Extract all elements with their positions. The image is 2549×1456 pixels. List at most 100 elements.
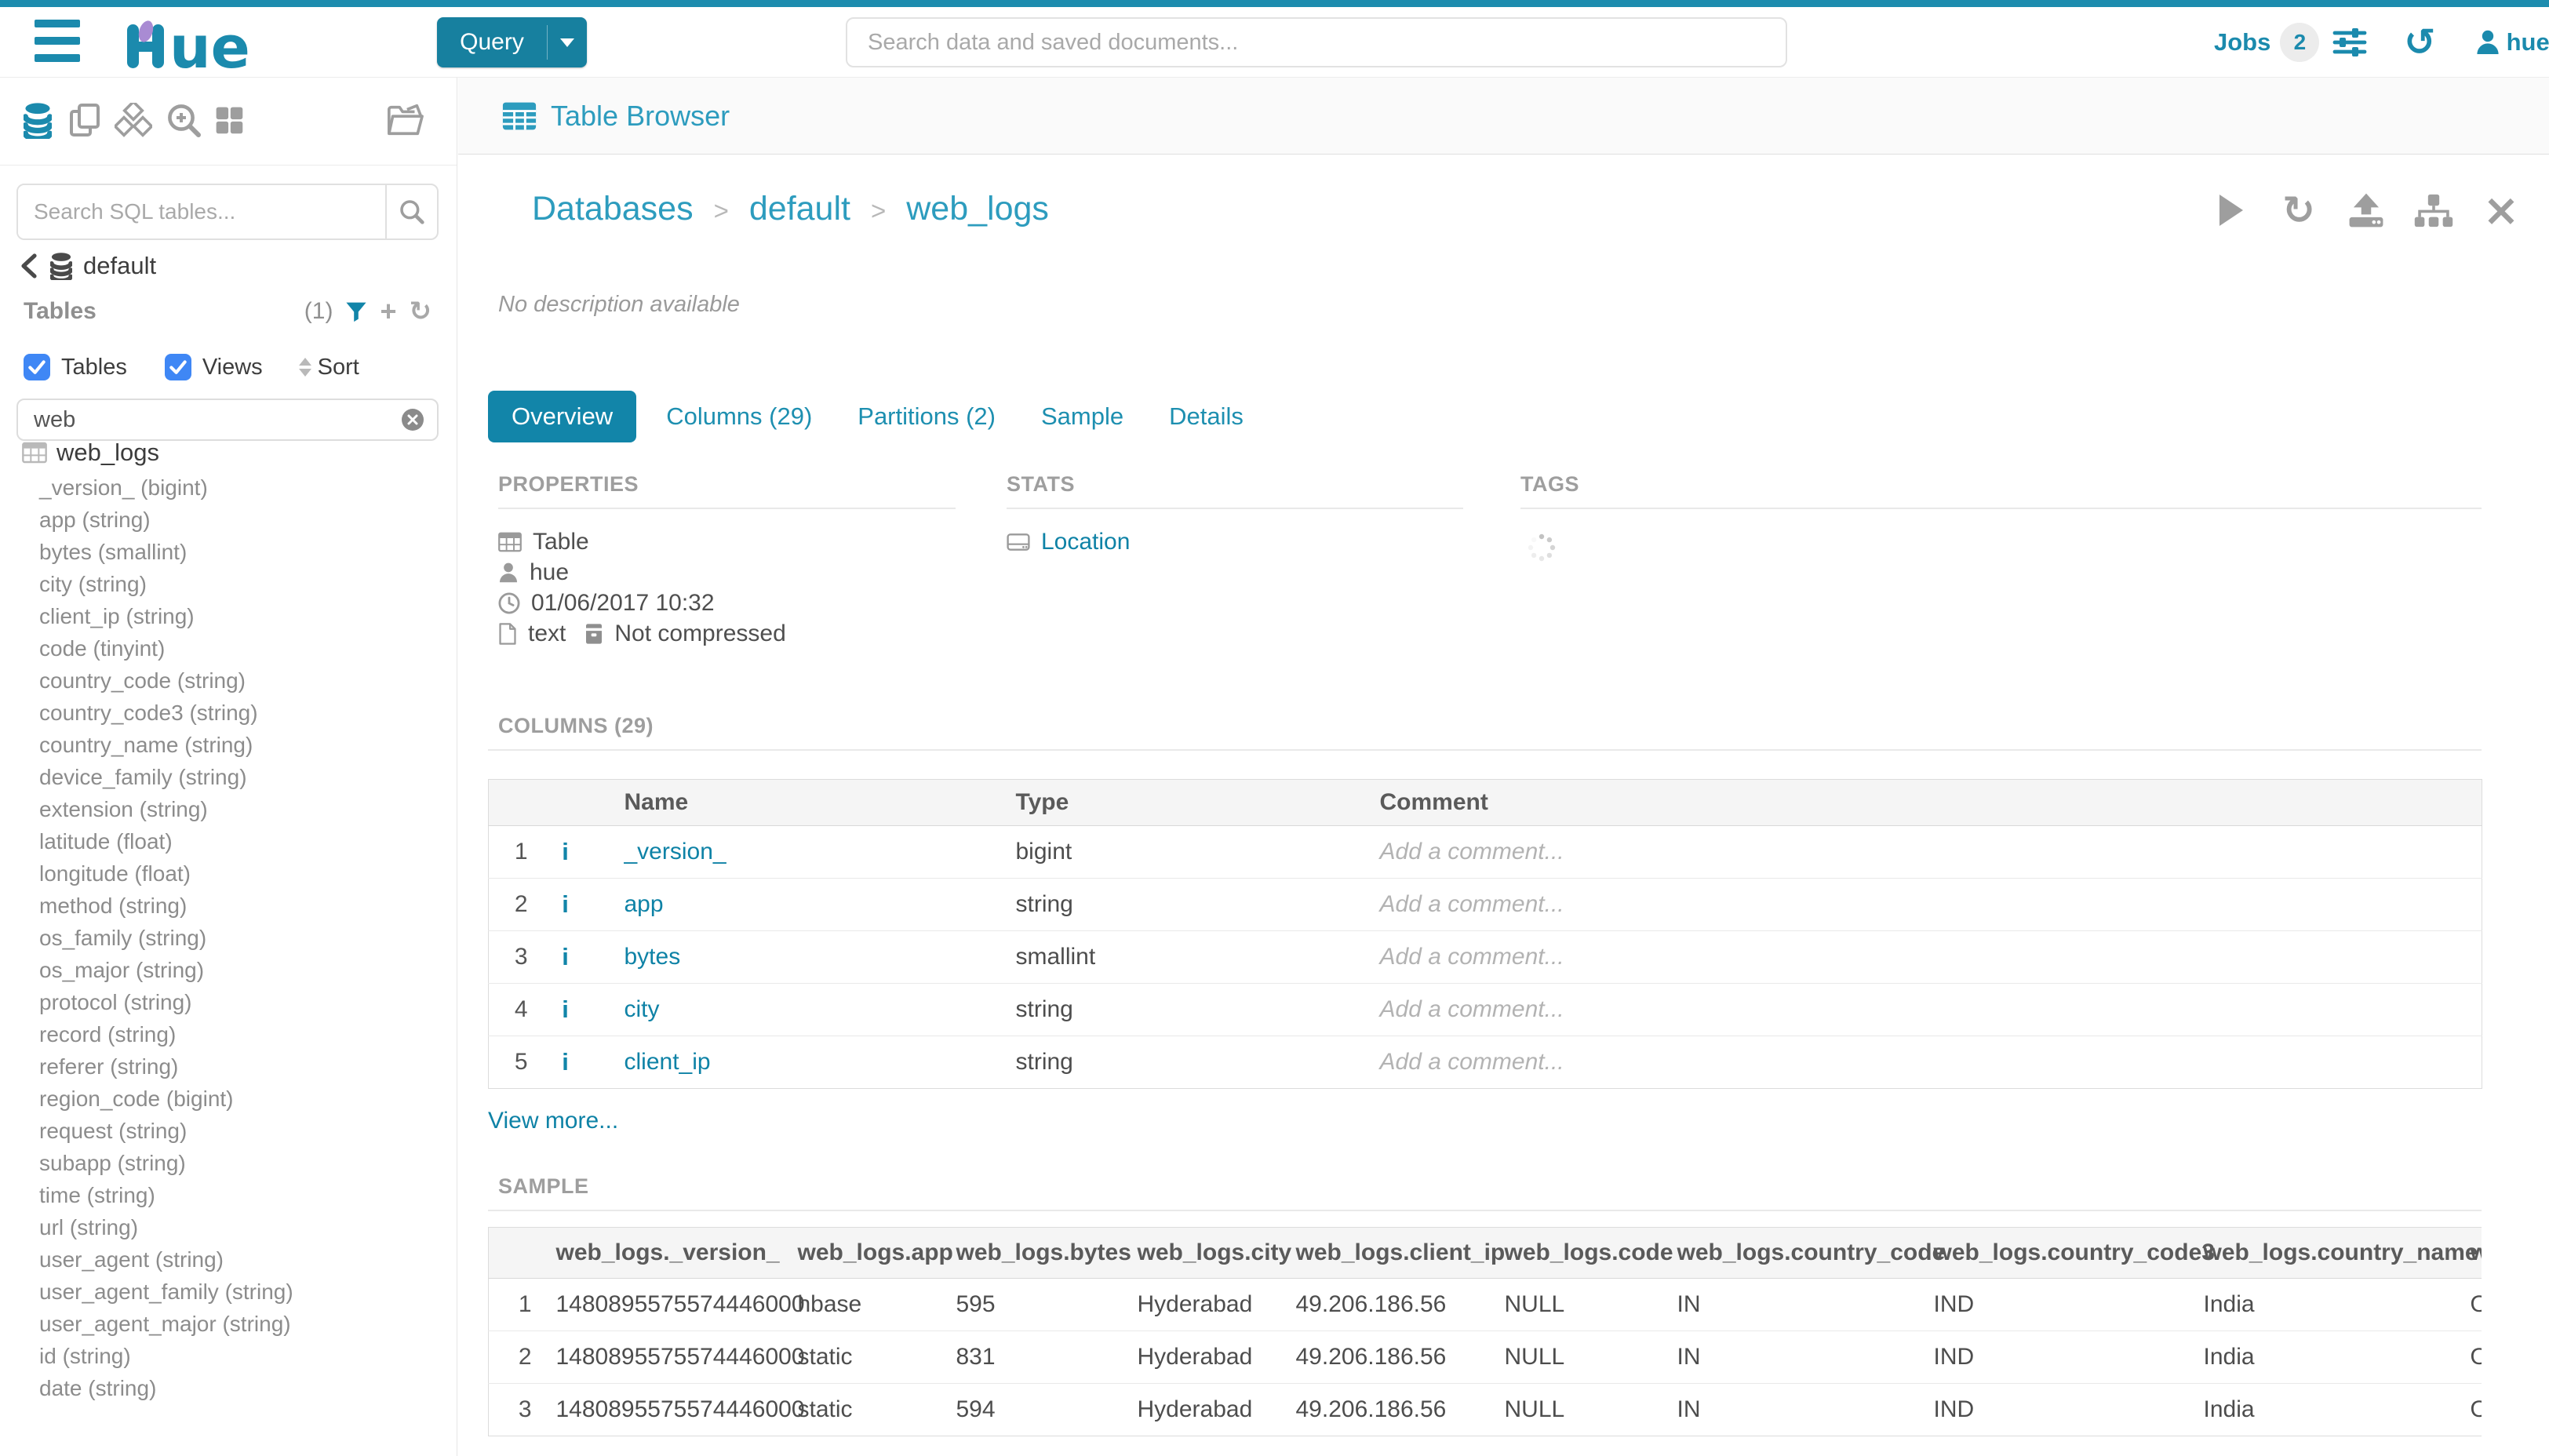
column-item[interactable]: request (string)	[39, 1119, 188, 1143]
column-item[interactable]: subapp (string)	[39, 1151, 186, 1175]
jobs-link[interactable]: Jobs	[2214, 28, 2271, 56]
column-item[interactable]: time (string)	[39, 1183, 155, 1207]
column-item[interactable]: method (string)	[39, 894, 188, 918]
column-item[interactable]: extension (string)	[39, 797, 208, 821]
info-icon[interactable]: i	[543, 825, 588, 879]
cell: 1480895575574446000	[545, 1383, 805, 1436]
chevron-left-icon[interactable]	[19, 253, 39, 279]
column-name-link[interactable]: bytes	[587, 930, 988, 984]
table-tree-label[interactable]: web_logs	[56, 439, 159, 466]
sliders-icon[interactable]	[2332, 27, 2368, 58]
column-item[interactable]: user_agent (string)	[39, 1247, 224, 1272]
column-item[interactable]: user_agent_family (string)	[39, 1279, 293, 1304]
user-icon[interactable]	[2475, 29, 2500, 56]
hamburger-menu-icon[interactable]	[35, 20, 80, 62]
column-item[interactable]: client_ip (string)	[39, 604, 195, 628]
view-more-link[interactable]: View more...	[488, 1108, 619, 1134]
column-item[interactable]: referer (string)	[39, 1054, 179, 1079]
column-name-link[interactable]: client_ip	[587, 1036, 988, 1089]
comment-placeholder[interactable]: Add a comment...	[1348, 1036, 2482, 1089]
column-item[interactable]: latitude (float)	[39, 829, 173, 854]
column-name-link[interactable]: app	[587, 878, 988, 931]
tab-overview[interactable]: Overview	[488, 391, 637, 442]
views-checkbox[interactable]	[164, 354, 191, 380]
query-dropdown-toggle[interactable]	[548, 38, 587, 47]
column-name-link[interactable]: city	[587, 983, 988, 1036]
column-item[interactable]: protocol (string)	[39, 990, 192, 1014]
query-play-icon[interactable]	[2211, 190, 2252, 231]
sample-table-viewport[interactable]: web_logs._version_ web_logs.app web_logs…	[488, 1227, 2482, 1436]
column-item[interactable]: os_family (string)	[39, 926, 207, 950]
tables-checkbox-label[interactable]: Tables	[61, 354, 127, 380]
refresh-icon[interactable]: ↻	[2282, 187, 2315, 233]
column-name-link[interactable]: _version_	[587, 825, 988, 879]
table-filter-input[interactable]	[18, 406, 401, 433]
hue-logo[interactable]: ue	[124, 20, 290, 73]
column-item[interactable]: longitude (float)	[39, 861, 191, 886]
lineage-sitemap-icon[interactable]	[2413, 190, 2454, 231]
column-item[interactable]: city (string)	[39, 572, 147, 596]
zoom-search-icon[interactable]	[166, 103, 201, 137]
tab-partitions[interactable]: Partitions (2)	[858, 402, 996, 430]
sample-section-title: SAMPLE	[498, 1174, 589, 1198]
query-button[interactable]: Query	[437, 17, 587, 67]
column-item[interactable]: country_name (string)	[39, 733, 253, 757]
jobs-count-badge[interactable]: 2	[2280, 23, 2320, 62]
caret-down-icon	[560, 38, 574, 47]
comment-placeholder[interactable]: Add a comment...	[1348, 930, 2482, 984]
tab-details[interactable]: Details	[1169, 402, 1244, 430]
sort-icon[interactable]	[298, 358, 311, 377]
column-item[interactable]: region_code (bigint)	[39, 1087, 234, 1111]
query-button-label[interactable]: Query	[460, 29, 524, 55]
column-item[interactable]: bytes (smallint)	[39, 540, 188, 564]
add-table-icon[interactable]: +	[380, 295, 397, 327]
documents-icon[interactable]	[69, 103, 100, 137]
comment-placeholder[interactable]: Add a comment...	[1348, 825, 2482, 879]
username-label[interactable]: hue	[2506, 28, 2549, 56]
breadcrumb-database[interactable]: default	[748, 189, 850, 228]
sql-table-search-button[interactable]	[385, 185, 437, 238]
column-item[interactable]: id (string)	[39, 1344, 131, 1368]
tab-columns[interactable]: Columns (29)	[666, 402, 813, 430]
history-icon[interactable]: ↺	[2404, 20, 2436, 64]
info-icon[interactable]: i	[543, 1036, 588, 1089]
column-item[interactable]: app (string)	[39, 508, 151, 532]
breadcrumb-databases[interactable]: Databases	[532, 189, 694, 228]
views-checkbox-label[interactable]: Views	[202, 354, 263, 380]
documents-folder-icon[interactable]	[386, 101, 424, 137]
sql-databases-icon[interactable]	[24, 101, 52, 139]
divider	[488, 1210, 2482, 1211]
column-item[interactable]: user_agent_major (string)	[39, 1312, 291, 1336]
column-item[interactable]: date (string)	[39, 1376, 157, 1400]
location-link[interactable]: Location	[1041, 528, 1131, 555]
sort-label[interactable]: Sort	[317, 354, 359, 380]
column-type: smallint	[987, 930, 1349, 984]
comment-placeholder[interactable]: Add a comment...	[1348, 878, 2482, 931]
tables-checkbox[interactable]	[24, 354, 50, 380]
apps-grid-icon[interactable]	[213, 104, 245, 136]
tab-sample[interactable]: Sample	[1041, 402, 1124, 430]
sql-table-search-input[interactable]	[18, 185, 385, 238]
current-database-label[interactable]: default	[83, 252, 157, 279]
clear-filter-icon[interactable]	[401, 408, 424, 431]
column-item[interactable]: country_code (string)	[39, 668, 246, 693]
table-tree-item[interactable]: web_logs	[22, 435, 159, 470]
filter-funnel-icon[interactable]	[345, 301, 367, 322]
comment-placeholder[interactable]: Add a comment...	[1348, 983, 2482, 1036]
global-search-input[interactable]	[846, 17, 1787, 67]
close-icon[interactable]: ×	[2482, 184, 2520, 236]
column-item[interactable]: _version_ (bigint)	[39, 475, 208, 500]
column-item[interactable]: device_family (string)	[39, 765, 247, 789]
column-item[interactable]: url (string)	[39, 1215, 139, 1239]
import-icon[interactable]	[2346, 190, 2387, 231]
column-item[interactable]: record (string)	[39, 1022, 177, 1046]
column-item[interactable]: country_code3 (string)	[39, 701, 258, 725]
info-icon[interactable]: i	[543, 878, 588, 931]
refresh-tables-icon[interactable]: ↻	[409, 296, 432, 327]
cubes-icon[interactable]	[115, 103, 152, 139]
info-icon[interactable]: i	[543, 983, 588, 1036]
info-icon[interactable]: i	[543, 930, 588, 984]
divider	[488, 749, 2482, 751]
column-item[interactable]: os_major (string)	[39, 958, 205, 982]
column-item[interactable]: code (tinyint)	[39, 636, 166, 661]
